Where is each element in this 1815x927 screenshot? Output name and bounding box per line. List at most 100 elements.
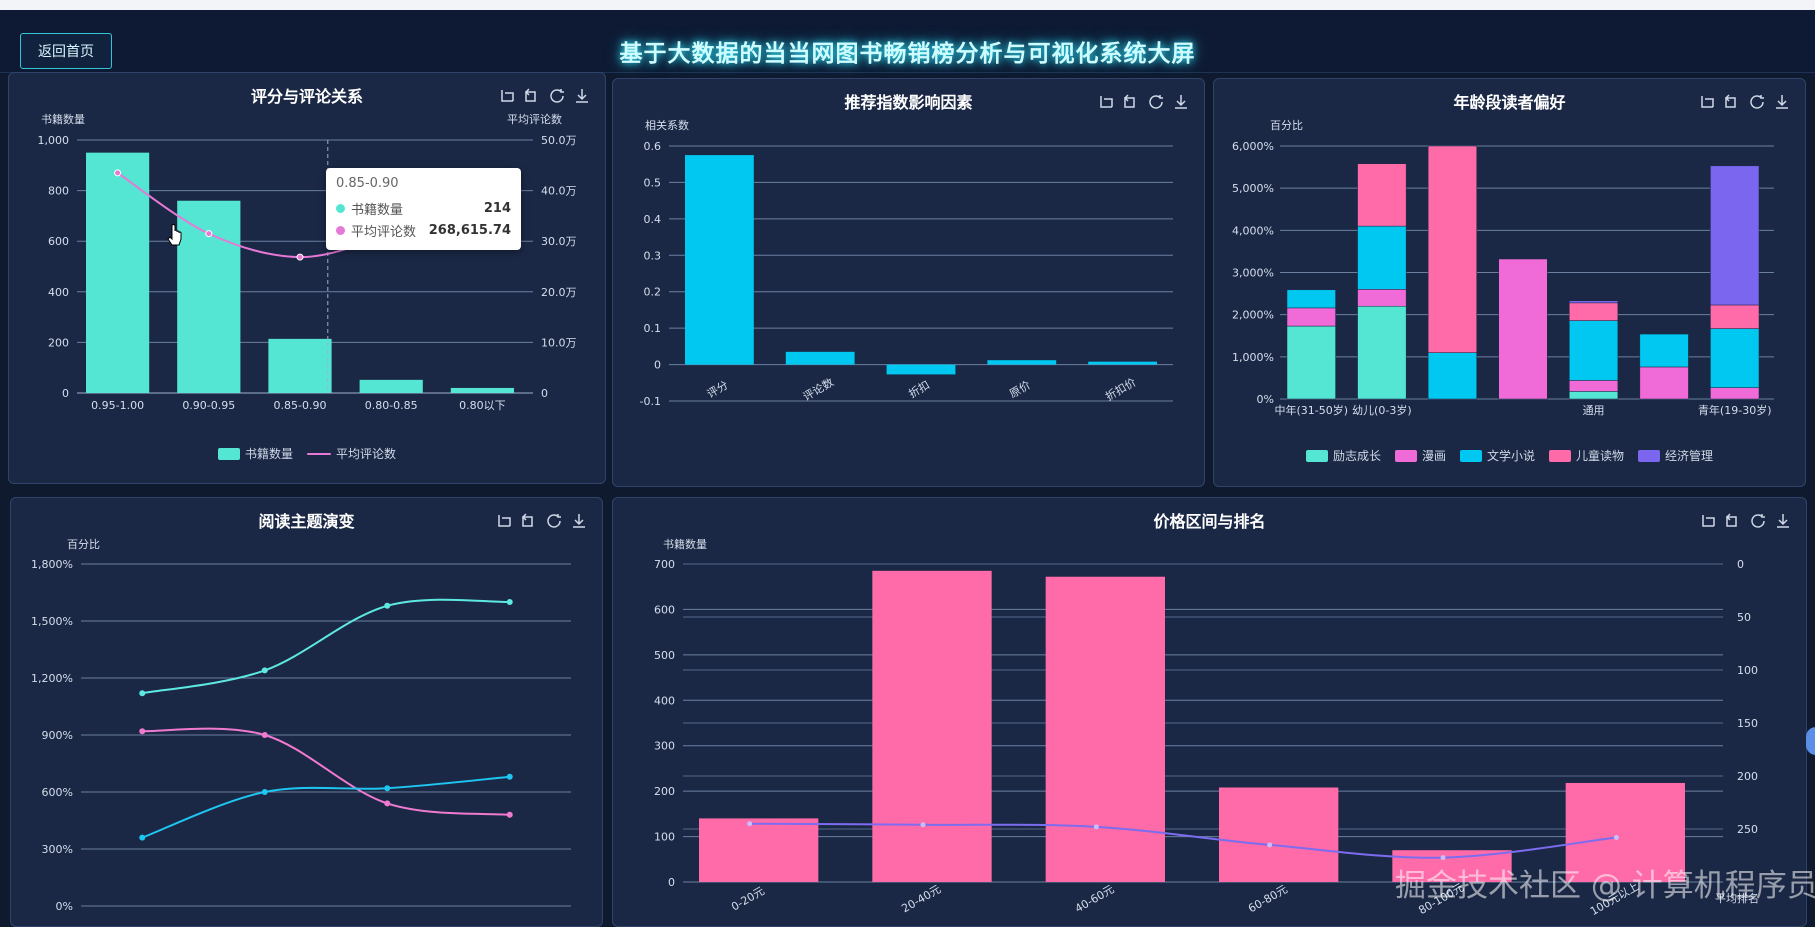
y-left-tick-label: 0: [668, 876, 675, 889]
y-right-axis-name: 平均排名: [1715, 891, 1759, 905]
theme-line-point: [261, 667, 268, 674]
chart-toolbox: [498, 87, 591, 105]
bar-book-count: [1045, 576, 1165, 882]
download-icon[interactable]: [573, 87, 591, 105]
legend-label: 经济管理: [1665, 449, 1714, 463]
zoom-icon[interactable]: [495, 512, 513, 530]
panel-title: 评分与评论关系: [250, 87, 363, 106]
bar-segment: [1286, 325, 1336, 400]
legend-label: 儿童读物: [1576, 449, 1625, 463]
bar-segment: [1710, 304, 1760, 329]
line-point: [296, 253, 304, 261]
download-icon[interactable]: [1172, 93, 1190, 111]
y-right-tick-label: 250: [1737, 823, 1758, 836]
side-drawer-handle[interactable]: [1806, 727, 1815, 755]
bar-book-count: [359, 379, 423, 393]
y-left-tick-label: 0: [62, 387, 69, 400]
legend-item[interactable]: 励志成长: [1305, 447, 1381, 464]
legend-item[interactable]: 书籍数量: [217, 445, 293, 462]
bar-correlation: [987, 360, 1057, 365]
y-right-tick-label: 150: [1737, 717, 1758, 730]
zoom-reset-icon[interactable]: [1723, 93, 1741, 111]
y-left-tick-label: 100: [654, 831, 675, 844]
download-icon[interactable]: [1773, 93, 1791, 111]
y-left-tick-label: 800: [48, 185, 69, 198]
y-tick-label: 1,200%: [31, 672, 73, 685]
tooltip-series-value: 268,615.74: [428, 222, 511, 238]
refresh-icon[interactable]: [548, 87, 566, 105]
bar-segment: [1710, 328, 1760, 388]
x-tick-label: 20-40元: [899, 883, 943, 916]
theme-line-point: [139, 834, 146, 841]
bar-book-count: [699, 818, 819, 882]
legend-item[interactable]: 经济管理: [1638, 447, 1713, 464]
x-tick-label: 0-20元: [729, 884, 767, 913]
line-point: [205, 230, 213, 238]
x-tick-label: 0.85-0.90: [274, 399, 327, 412]
x-tick-label: 评论数: [800, 375, 836, 404]
theme-line: [142, 598, 510, 695]
y-left-tick-label: 500: [654, 649, 675, 662]
x-tick-label: 幼儿(0-3岁): [1352, 403, 1412, 417]
bar-segment: [1357, 225, 1407, 290]
theme-line-point: [384, 800, 391, 807]
legend-swatch-icon: [1638, 449, 1661, 462]
bar-book-count: [450, 387, 514, 393]
legend-item[interactable]: 平均评论数: [307, 445, 396, 462]
bar-book-count: [1565, 782, 1685, 882]
theme-line-point: [139, 690, 146, 697]
y-right-tick-label: 30.0万: [541, 235, 577, 248]
mouse-cursor-icon: [167, 224, 182, 246]
y-right-tick-label: 20.0万: [541, 286, 577, 299]
zoom-reset-icon[interactable]: [523, 87, 541, 105]
tooltip-series-name: 平均评论数: [351, 224, 417, 240]
download-icon[interactable]: [570, 512, 588, 530]
legend-item[interactable]: 文学小说: [1459, 447, 1535, 464]
chart-tooltip: 0.85-0.90 书籍数量 214 平均评论数 268,615.74: [326, 168, 521, 250]
refresh-icon[interactable]: [545, 512, 563, 530]
chart-toolbox: [1097, 93, 1190, 111]
zoom-icon[interactable]: [1698, 93, 1716, 111]
theme-line: [141, 775, 510, 839]
back-home-button[interactable]: 返回首页: [20, 33, 112, 69]
zoom-reset-icon[interactable]: [1724, 512, 1742, 530]
zoom-reset-icon[interactable]: [1122, 93, 1140, 111]
y-tick-label: 0.4: [644, 213, 662, 226]
y-right-tick-label: 0: [541, 387, 548, 400]
theme-line: [142, 727, 510, 816]
x-tick-label: 折扣: [906, 378, 932, 401]
bar-correlation: [685, 155, 754, 365]
bar-correlation: [785, 351, 855, 365]
bar-segment: [1639, 366, 1689, 400]
panel-age-preference: 年龄段读者偏好 0% 1,000% 2,000% 3,000% 4,000% 5,000%…: [1213, 78, 1806, 487]
theme-line-point: [139, 728, 146, 735]
x-tick-label: 0.80-0.85: [365, 399, 418, 412]
bar-book-count: [1392, 850, 1512, 882]
y-tick-label: 1,800%: [31, 558, 73, 571]
legend-item[interactable]: 漫画: [1394, 447, 1446, 464]
chart-toolbox: [1699, 512, 1792, 530]
panel-recommend-factors: 推荐指数影响因素 -0.1 0 0.1 0.2 0.3 0.4 0.5 0.6 相关系数 评分 评论…: [612, 78, 1205, 487]
download-icon[interactable]: [1774, 512, 1792, 530]
theme-line-point: [506, 811, 513, 818]
chart-toolbox: [495, 512, 588, 530]
legend-item[interactable]: 儿童读物: [1549, 447, 1624, 464]
refresh-icon[interactable]: [1147, 93, 1165, 111]
bar-segment: [1639, 333, 1689, 368]
bar-segment: [1427, 145, 1477, 353]
zoom-icon[interactable]: [1097, 93, 1115, 111]
y-right-tick-label: 50: [1737, 611, 1751, 624]
refresh-icon[interactable]: [1748, 93, 1766, 111]
panel-price-rank: 价格区间与排名 0 100 200 300 400 500 600 700 0 50 100 150 2…: [612, 497, 1807, 927]
bar-segment: [1357, 305, 1407, 400]
zoom-icon[interactable]: [498, 87, 516, 105]
refresh-icon[interactable]: [1749, 512, 1767, 530]
tooltip-series-value: 214: [483, 200, 511, 216]
bar-segment: [1286, 289, 1336, 309]
theme-evolution-chart: 0% 300% 600% 900% 1,200% 1,500% 1,800% 百分比: [31, 538, 571, 913]
zoom-reset-icon[interactable]: [520, 512, 538, 530]
zoom-icon[interactable]: [1699, 512, 1717, 530]
bar-segment: [1498, 258, 1548, 400]
line-point: [1267, 842, 1273, 848]
series-dot-icon: [336, 203, 345, 213]
